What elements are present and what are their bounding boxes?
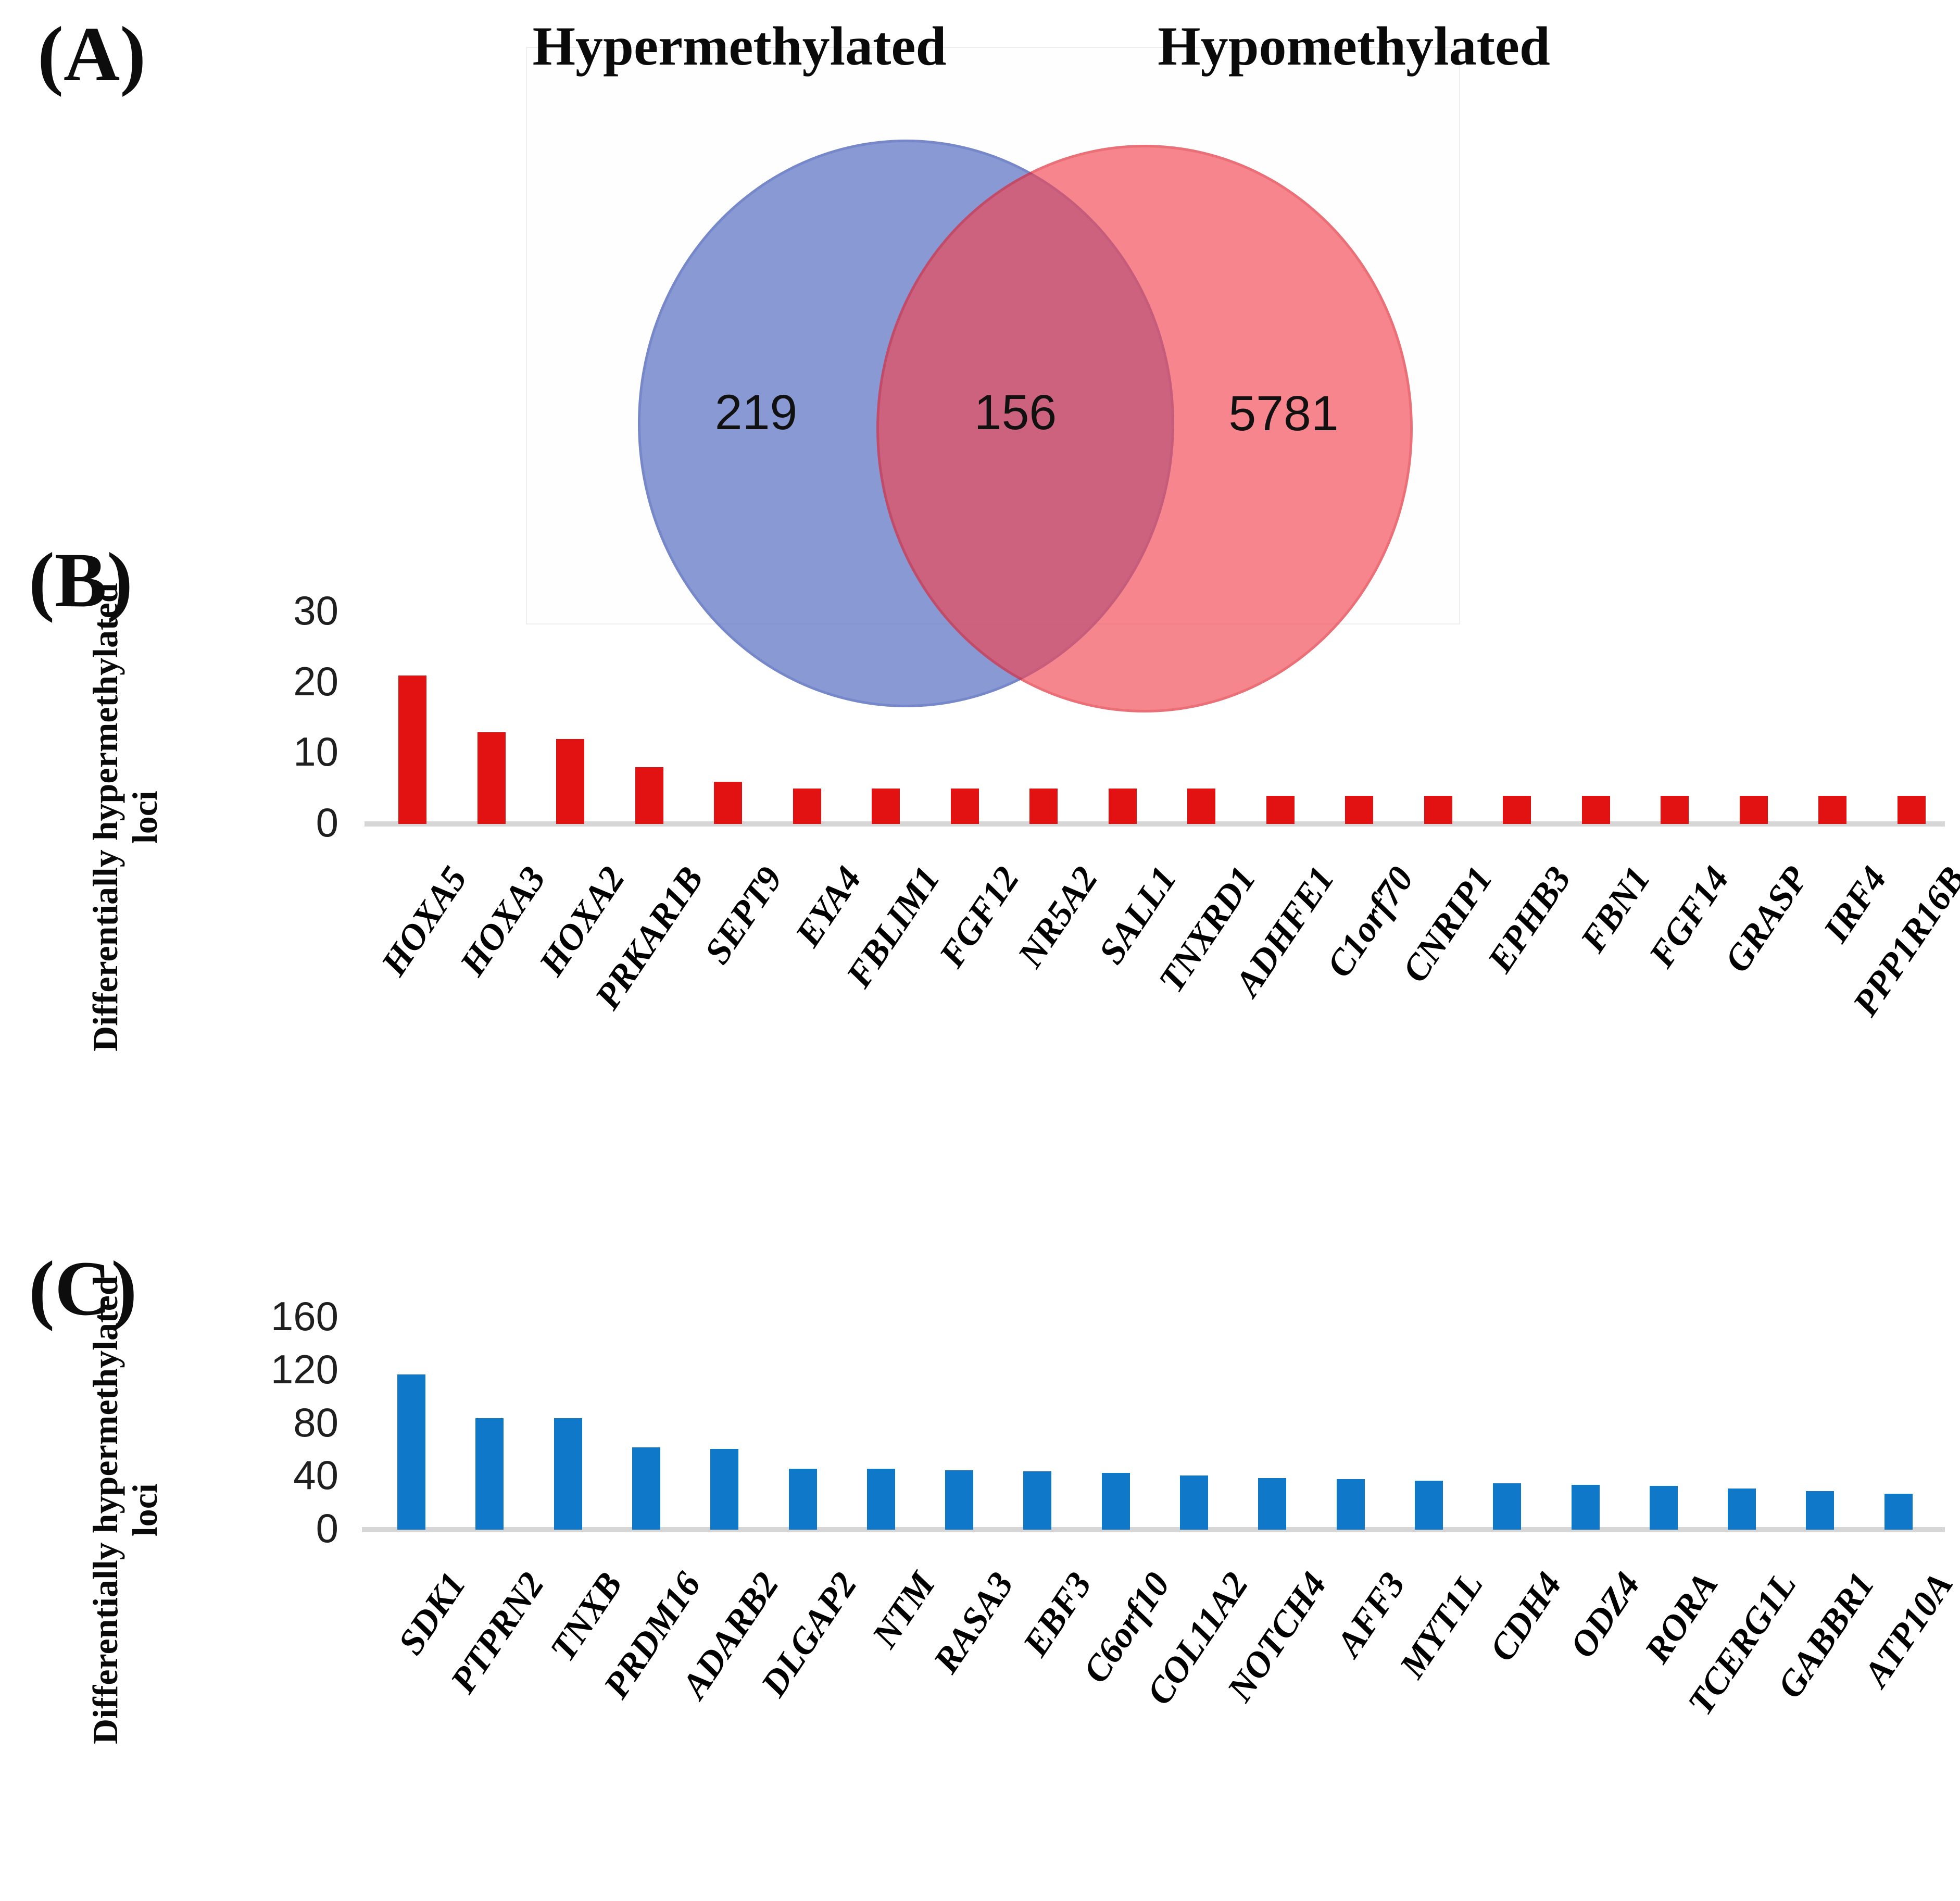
bar-prkar1b [635,767,663,824]
x-label-rasa3: RASA3 [926,1565,1022,1681]
x-label-eya4: EYA4 [787,859,870,954]
bar-ntm [866,1468,895,1530]
bar-tnxb [554,1418,582,1530]
x-label-nr5a2: NR5A2 [1010,859,1106,974]
y-tick-30: 30 [293,587,338,633]
x-label-odz4: ODZ4 [1562,1565,1648,1665]
x-label-grasp: GRASP [1717,859,1816,980]
bar-hoxa3 [477,732,506,824]
panel-c-label: (C) [29,1245,137,1332]
bar-cdh4 [1493,1483,1522,1530]
bar-c6orf10 [1101,1472,1130,1530]
x-label-cdh4: CDH4 [1481,1565,1569,1669]
bar-fblim1 [872,789,900,824]
bar-grasp [1739,795,1768,824]
panel-b-label: (B) [29,537,133,623]
y-tick-10: 10 [293,729,338,775]
venn-left-title: Hypermethylated [532,16,947,77]
bar-adhfe1 [1266,795,1295,824]
bar-nr5a2 [1029,789,1058,824]
bar-atp10a [1884,1494,1913,1530]
panel-c-y-axis-title-line1: Differentially hypermethylated [85,1275,125,1744]
y-tick-80: 80 [293,1399,338,1445]
bar-gabbr1 [1806,1491,1835,1530]
bar-sdk1 [397,1374,425,1530]
bar-ppp1r16b [1897,795,1926,824]
y-tick-0: 0 [316,1505,338,1551]
bar-ebf3 [1023,1471,1052,1530]
bar-hoxa2 [556,739,584,824]
x-label-sept9: SEPT9 [697,859,790,971]
bar-adarb2 [710,1448,739,1530]
panel-c-x-axis-line [362,1527,1945,1532]
bar-c1orf70 [1345,795,1373,824]
y-tick-120: 120 [270,1346,338,1392]
bar-sall1 [1108,789,1137,824]
bar-eya4 [793,789,821,824]
y-tick-0: 0 [316,799,338,845]
x-label-ntm: NTM [864,1565,944,1655]
bar-tcerg1l [1728,1489,1756,1530]
panel-b-y-axis-title: Differentially hypermethylated loci [85,518,165,1117]
y-tick-160: 160 [270,1293,338,1339]
bar-tnxrd1 [1187,789,1215,824]
bar-rasa3 [945,1470,974,1530]
bar-fgf14 [1661,795,1689,824]
bar-fbn1 [1581,795,1610,824]
bar-aff3 [1336,1479,1365,1530]
bar-hoxa5 [398,676,426,824]
hypermethylated-unique-count: 219 [714,385,798,440]
bar-dlgap2 [788,1468,817,1530]
hypomethylated-circle [876,145,1413,712]
panel-a-label: (A) [37,11,146,97]
bar-col11a2 [1180,1475,1208,1530]
bar-irf4 [1818,795,1846,824]
panel-c-y-axis-title-line2: loci [125,1483,165,1537]
panel-b-y-axis-title-line1: Differentially hypermethylated [85,583,125,1052]
hypomethylated-unique-count: 5781 [1228,386,1339,441]
panel-c-y-axis-title: Differentially hypermethylated loci [85,1236,165,1783]
x-label-fgf12: FGF12 [931,859,1027,974]
bar-sept9 [714,781,742,824]
x-label-irf4: IRF4 [1816,859,1895,949]
bar-cnrip1 [1424,795,1452,824]
bar-ptprn2 [475,1418,504,1530]
bar-rora [1649,1486,1678,1530]
bar-notch4 [1258,1478,1287,1530]
overlap-count: 156 [974,385,1057,440]
bar-prdm16 [632,1447,660,1530]
bar-fgf12 [950,789,979,824]
bar-ephb3 [1503,795,1531,824]
x-label-ephb3: EPHB3 [1480,859,1579,980]
y-tick-40: 40 [293,1452,338,1498]
bar-odz4 [1571,1484,1600,1530]
venn-right-title: Hypomethylated [1158,16,1550,77]
y-tick-20: 20 [293,658,338,704]
bar-myt1l [1414,1480,1443,1530]
panel-b-x-axis-line [365,821,1945,827]
panel-b-y-axis-title-line2: loci [125,791,165,844]
